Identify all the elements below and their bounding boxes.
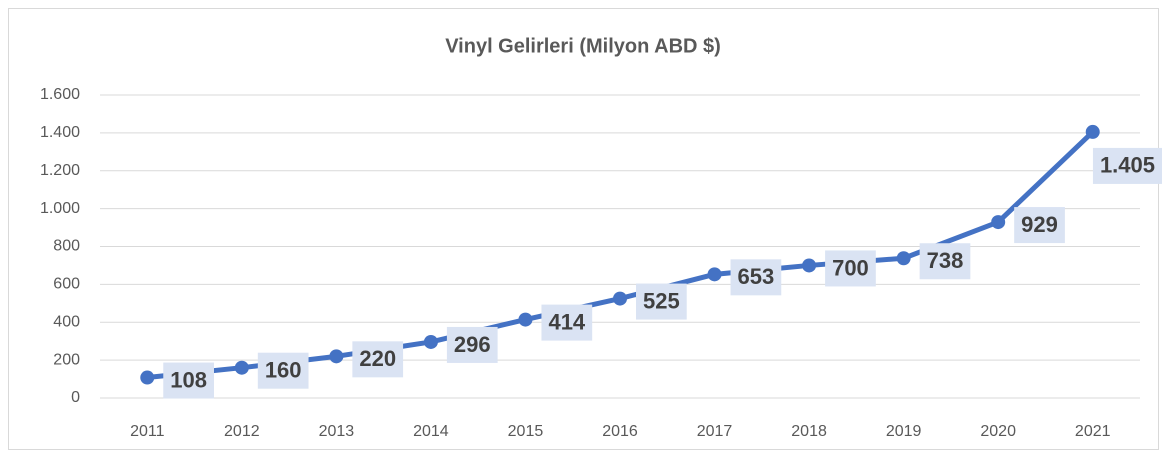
x-tick-label: 2019 xyxy=(886,423,922,440)
value-label-box xyxy=(257,352,309,389)
marker xyxy=(802,258,817,273)
value-label: 296 xyxy=(454,332,491,357)
value-label: 700 xyxy=(832,255,869,280)
value-label: 414 xyxy=(548,309,585,334)
x-tick-label: 2021 xyxy=(1075,423,1111,440)
x-tick-label: 2016 xyxy=(602,423,638,440)
y-tick-label: 1.400 xyxy=(40,124,80,141)
y-tick-label: 400 xyxy=(53,313,80,330)
x-tick-label: 2013 xyxy=(319,423,355,440)
x-tick-label: 2020 xyxy=(980,423,1016,440)
value-label-box xyxy=(1092,147,1162,184)
value-label-box xyxy=(446,326,498,363)
value-label-box xyxy=(730,259,782,296)
value-label-box xyxy=(1014,207,1065,244)
value-label: 220 xyxy=(359,346,396,371)
x-tick-label: 2018 xyxy=(791,423,827,440)
value-label-box xyxy=(825,250,876,287)
x-tick-label: 2011 xyxy=(130,423,165,440)
value-label: 653 xyxy=(738,264,775,289)
y-tick-label: 0 xyxy=(71,389,80,406)
marker xyxy=(423,334,438,349)
value-label-box xyxy=(352,341,404,378)
x-tick-label: 2015 xyxy=(508,423,544,440)
marker xyxy=(991,215,1006,230)
marker xyxy=(1085,124,1100,139)
value-label-box xyxy=(541,304,593,341)
marker xyxy=(613,291,627,306)
x-tick-label: 2017 xyxy=(697,423,733,440)
marker xyxy=(329,349,344,364)
y-tick-label: 600 xyxy=(53,276,80,293)
y-tick-label: 1.600 xyxy=(40,86,80,103)
y-tick-label: 800 xyxy=(53,238,80,255)
y-tick-label: 1.000 xyxy=(40,200,80,217)
value-label: 738 xyxy=(927,248,964,273)
marker xyxy=(234,360,249,375)
value-label-box xyxy=(636,283,687,320)
x-tick-label: 2012 xyxy=(224,423,260,440)
marker xyxy=(896,251,911,266)
value-label: 1.405 xyxy=(1100,153,1155,178)
chart-title: Vinyl Gelirleri (Milyon ABD $) xyxy=(445,35,721,57)
value-label-box xyxy=(919,243,971,280)
y-tick-label: 1.200 xyxy=(40,162,80,179)
value-label: 929 xyxy=(1021,212,1058,237)
value-label: 160 xyxy=(265,358,302,383)
value-label-box xyxy=(163,362,214,399)
value-label: 525 xyxy=(643,288,680,313)
x-tick-label: 2014 xyxy=(413,423,449,440)
marker xyxy=(707,267,722,282)
marker xyxy=(518,312,533,327)
y-tick-label: 200 xyxy=(53,351,80,368)
marker xyxy=(140,370,155,385)
value-label: 108 xyxy=(170,367,207,392)
